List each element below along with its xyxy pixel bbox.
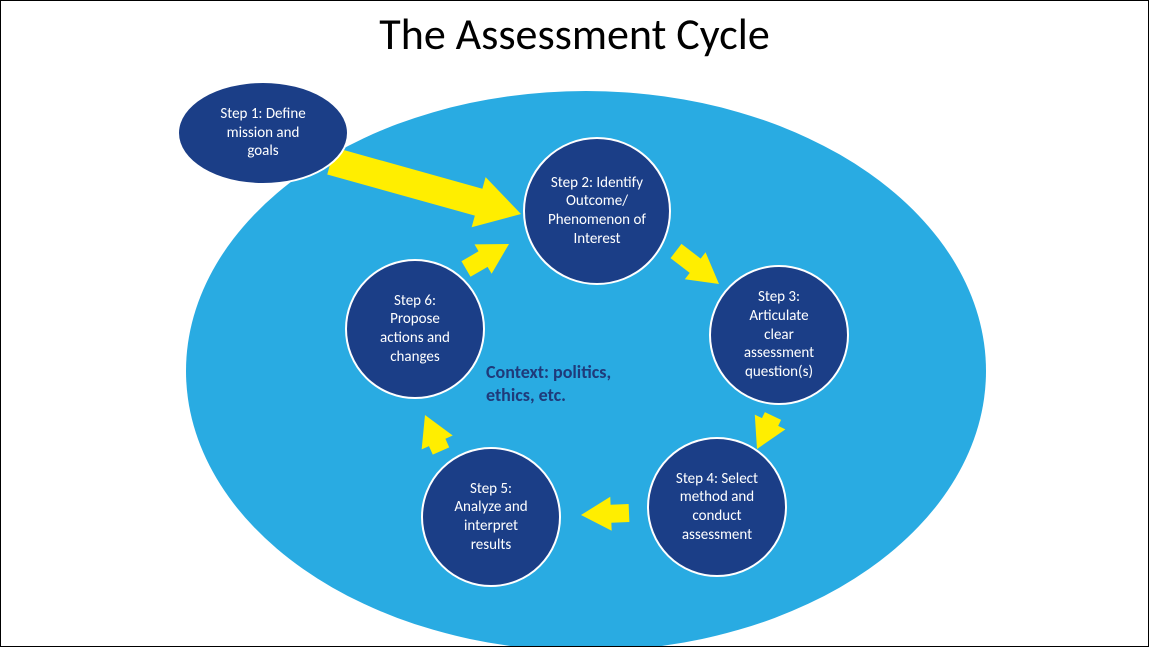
node-step4-label: Step 4: Select method and conduct assess… bbox=[676, 470, 758, 545]
diagram-title: The Assessment Cycle bbox=[1, 7, 1148, 61]
node-step3: Step 3: Articulate clear assessment ques… bbox=[709, 265, 849, 405]
context-label: Context: politics, ethics, etc. bbox=[486, 361, 611, 408]
node-step6: Step 6: Propose actions and changes bbox=[345, 259, 485, 399]
node-step2-label: Step 2: Identify Outcome/ Phenomenon of … bbox=[548, 174, 646, 249]
node-step5: Step 5: Analyze and interpret results bbox=[421, 447, 561, 587]
node-step5-label: Step 5: Analyze and interpret results bbox=[454, 480, 527, 555]
node-step2: Step 2: Identify Outcome/ Phenomenon of … bbox=[523, 137, 671, 285]
diagram-frame: The Assessment Cycle Step 1: Define miss… bbox=[0, 0, 1149, 647]
node-step3-label: Step 3: Articulate clear assessment ques… bbox=[744, 288, 814, 382]
node-step1-label: Step 1: Define mission and goals bbox=[220, 105, 305, 161]
node-step1: Step 1: Define mission and goals bbox=[177, 81, 349, 185]
node-step6-label: Step 6: Propose actions and changes bbox=[380, 292, 450, 367]
node-step4: Step 4: Select method and conduct assess… bbox=[647, 437, 787, 577]
